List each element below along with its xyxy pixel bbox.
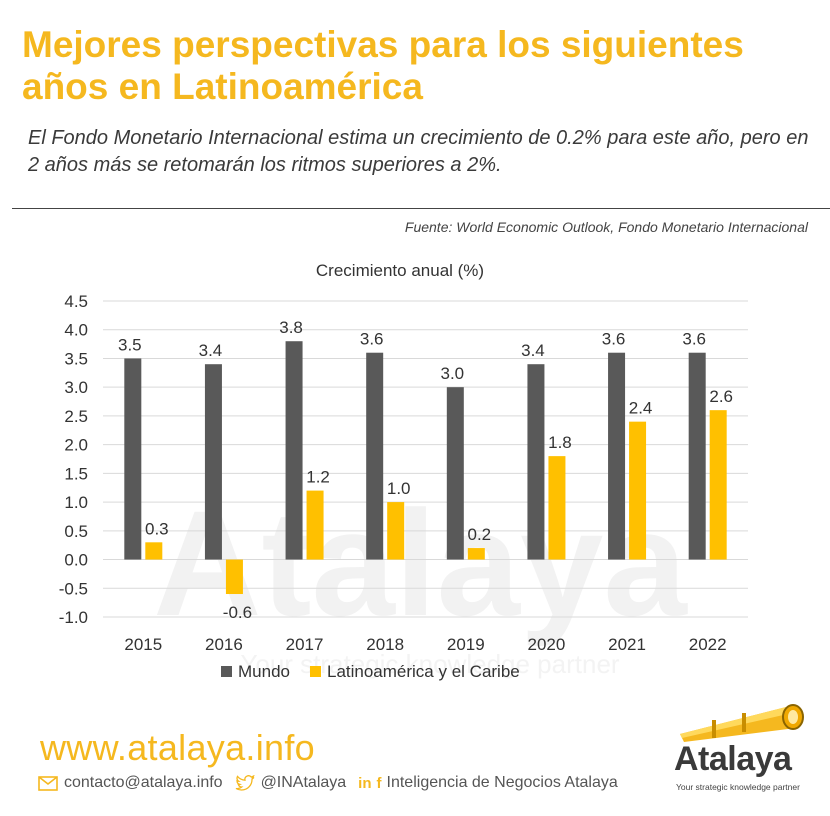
bar-latam bbox=[145, 542, 163, 560]
chart-data-labels: 3.5 0.3 3.4 -0.6 3.8 1.2 3.6 1.0 3.0 0.2 3.4 1.8 3.6… bbox=[118, 318, 733, 622]
bar-latam bbox=[387, 502, 405, 560]
data-label: 3.8 bbox=[279, 318, 303, 337]
data-label: 3.4 bbox=[521, 341, 545, 360]
page-title: Mejores perspectivas para los siguientes… bbox=[22, 24, 744, 107]
y-tick-label: 2.0 bbox=[64, 436, 88, 455]
linkedin-icon: in bbox=[358, 774, 372, 792]
header-divider bbox=[12, 208, 830, 209]
bar-latam bbox=[306, 490, 324, 560]
x-tick-label: 2020 bbox=[528, 635, 566, 654]
legend-swatch bbox=[309, 666, 321, 677]
y-tick-label: 0.0 bbox=[64, 551, 88, 570]
logo-name: Atalaya bbox=[674, 740, 792, 778]
bar-mundo bbox=[446, 387, 464, 560]
y-tick-label: -1.0 bbox=[59, 608, 88, 627]
y-axis-ticks: 4.5 4.0 3.5 3.0 2.5 2.0 1.5 1.0 0.5 0.0 -0.5 -1.0 bbox=[59, 292, 88, 627]
x-tick-label: 2016 bbox=[205, 635, 243, 654]
bar-latam bbox=[709, 410, 727, 560]
telescope-icon bbox=[680, 704, 804, 742]
data-label: 3.5 bbox=[118, 335, 142, 354]
facebook-icon: f bbox=[376, 774, 382, 792]
data-label: 3.6 bbox=[682, 330, 706, 349]
bar-latam bbox=[467, 548, 485, 560]
bar-chart: Atalaya Your strategic knowledge partner… bbox=[59, 261, 748, 681]
x-axis-ticks: 2015 2016 2017 2018 2019 2020 2021 2022 bbox=[124, 635, 726, 654]
x-tick-label: 2021 bbox=[608, 635, 646, 654]
email-contact[interactable]: contacto@atalaya.info bbox=[38, 774, 223, 792]
chart-title: Crecimiento anual (%) bbox=[316, 261, 484, 280]
data-label: 3.4 bbox=[199, 341, 223, 360]
company-name: Inteligencia de Negocios Atalaya bbox=[386, 774, 618, 791]
chart-bars bbox=[124, 341, 727, 595]
y-tick-label: 2.5 bbox=[64, 407, 88, 426]
data-label: 2.6 bbox=[709, 387, 733, 406]
x-tick-label: 2017 bbox=[286, 635, 324, 654]
x-tick-label: 2018 bbox=[366, 635, 404, 654]
twitter-icon bbox=[235, 775, 255, 791]
y-tick-label: 1.0 bbox=[64, 493, 88, 512]
bar-mundo bbox=[366, 352, 384, 560]
company-logo: Atalaya Your strategic knowledge partner bbox=[672, 700, 812, 800]
y-tick-label: 3.0 bbox=[64, 378, 88, 397]
bar-mundo bbox=[688, 352, 706, 560]
y-tick-label: 4.0 bbox=[64, 321, 88, 340]
data-label: 0.2 bbox=[467, 525, 491, 544]
y-tick-label: 0.5 bbox=[64, 522, 88, 541]
email-text: contacto@atalaya.info bbox=[64, 774, 223, 791]
chart-legend: Mundo Latinoamérica y el Caribe bbox=[221, 662, 520, 681]
social-company[interactable]: in f Inteligencia de Negocios Atalaya bbox=[358, 774, 618, 792]
data-label: 3.6 bbox=[360, 330, 384, 349]
legend-label: Latinoamérica y el Caribe bbox=[327, 662, 520, 681]
data-label: 2.4 bbox=[629, 399, 653, 418]
y-tick-label: 1.5 bbox=[64, 464, 88, 483]
x-tick-label: 2022 bbox=[689, 635, 727, 654]
data-label: 1.8 bbox=[548, 433, 572, 452]
bar-latam bbox=[629, 421, 647, 560]
bar-mundo bbox=[527, 364, 545, 560]
data-label: 1.2 bbox=[306, 468, 330, 487]
email-icon bbox=[38, 775, 58, 791]
contact-bar: contacto@atalaya.info @INAtalaya in f In… bbox=[38, 772, 630, 794]
x-tick-label: 2015 bbox=[124, 635, 162, 654]
x-tick-label: 2019 bbox=[447, 635, 485, 654]
logo-tagline: Your strategic knowledge partner bbox=[676, 782, 800, 792]
bar-mundo bbox=[285, 341, 303, 560]
bar-mundo bbox=[608, 352, 626, 560]
data-label: 3.6 bbox=[602, 330, 626, 349]
data-label: -0.6 bbox=[223, 603, 252, 622]
page-subtitle: El Fondo Monetario Internacional estima … bbox=[28, 127, 809, 176]
y-tick-label: -0.5 bbox=[59, 579, 88, 598]
data-label: 3.0 bbox=[440, 364, 464, 383]
bar-latam bbox=[225, 559, 243, 595]
bar-latam bbox=[548, 456, 566, 560]
y-tick-label: 3.5 bbox=[64, 349, 88, 368]
y-tick-label: 4.5 bbox=[64, 292, 88, 311]
twitter-contact[interactable]: @INAtalaya bbox=[235, 774, 347, 792]
website-link[interactable]: www.atalaya.info bbox=[40, 727, 315, 768]
bar-mundo bbox=[124, 358, 142, 560]
twitter-handle: @INAtalaya bbox=[260, 774, 347, 791]
legend-label: Mundo bbox=[238, 662, 290, 681]
legend-swatch bbox=[221, 666, 232, 677]
data-label: 1.0 bbox=[387, 479, 411, 498]
data-label: 0.3 bbox=[145, 519, 169, 538]
source-note: Fuente: World Economic Outlook, Fondo Mo… bbox=[404, 219, 808, 235]
watermark-tagline: Your strategic knowledge partner bbox=[240, 649, 620, 679]
bar-mundo bbox=[204, 364, 222, 560]
